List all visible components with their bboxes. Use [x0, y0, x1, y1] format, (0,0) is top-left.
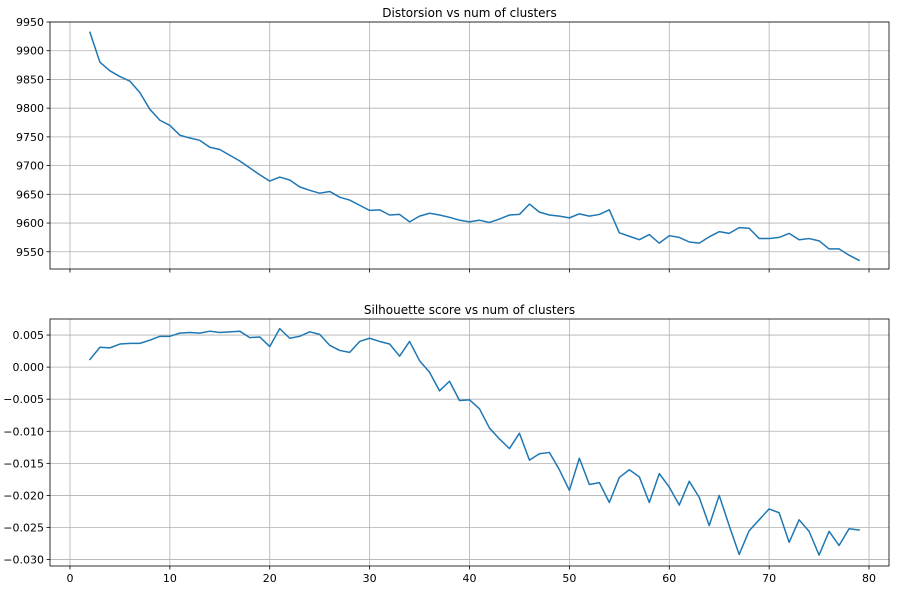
- silhouette-series: [88, 327, 860, 556]
- silhouette-y-tick-label: −0.020: [3, 489, 44, 502]
- distortion-plot-frame: [49, 21, 890, 270]
- silhouette-axes: 0 10 20 30 40 50 60 70 80 −0.030 −0.025 −0.020 −0.01…: [3, 318, 890, 585]
- silhouette-y-tick-label: −0.030: [3, 554, 44, 567]
- silhouette-x-tick-label: 60: [662, 572, 676, 585]
- silhouette-plot-frame: [49, 318, 890, 567]
- distortion-y-tick-label: 9700: [16, 160, 44, 173]
- silhouette-x-tick-label: 10: [163, 572, 177, 585]
- silhouette-y-tick-label: −0.015: [3, 457, 44, 470]
- silhouette-x-tick-label: 50: [562, 572, 576, 585]
- distortion-y-tick-label: 9750: [16, 131, 44, 144]
- silhouette-y-tick-label: −0.025: [3, 522, 44, 535]
- distortion-y-tick-label: 9800: [16, 102, 44, 115]
- silhouette-chart: Silhouette score vs num of clusters 0 10 2…: [3, 303, 890, 585]
- silhouette-x-tick-label: 40: [463, 572, 477, 585]
- distortion-y-tick-label: 9950: [16, 16, 44, 29]
- distortion-grid: [50, 21, 889, 269]
- silhouette-x-tick-label: 70: [762, 572, 776, 585]
- silhouette-x-tick-label: 0: [66, 572, 73, 585]
- distortion-axes: 9550 9600 9650 9700 9750 9800 9850 9900 9950: [16, 16, 890, 273]
- distortion-y-tick-label: 9600: [16, 217, 44, 230]
- distortion-chart-title: Distorsion vs num of clusters: [382, 6, 556, 20]
- distortion-y-tick-label: 9650: [16, 188, 44, 201]
- silhouette-chart-title: Silhouette score vs num of clusters: [364, 303, 575, 317]
- distortion-series: [89, 31, 861, 262]
- silhouette-y-tick-label: 0.000: [13, 361, 45, 374]
- distortion-chart: Distorsion vs num of clusters 9550 9600 96…: [16, 6, 890, 273]
- distortion-series-line: [89, 31, 861, 262]
- distortion-y-tick-label: 9850: [16, 73, 44, 86]
- silhouette-x-tick-label: 30: [363, 572, 377, 585]
- silhouette-y-tick-label: −0.005: [3, 393, 44, 406]
- distortion-y-tick-label: 9550: [16, 246, 44, 259]
- silhouette-y-tick-label: 0.005: [13, 329, 45, 342]
- silhouette-x-tick-label: 20: [263, 572, 277, 585]
- silhouette-series-line: [88, 327, 860, 556]
- silhouette-y-tick-label: −0.010: [3, 425, 44, 438]
- distortion-y-tick-label: 9900: [16, 45, 44, 58]
- silhouette-x-tick-label: 80: [862, 572, 876, 585]
